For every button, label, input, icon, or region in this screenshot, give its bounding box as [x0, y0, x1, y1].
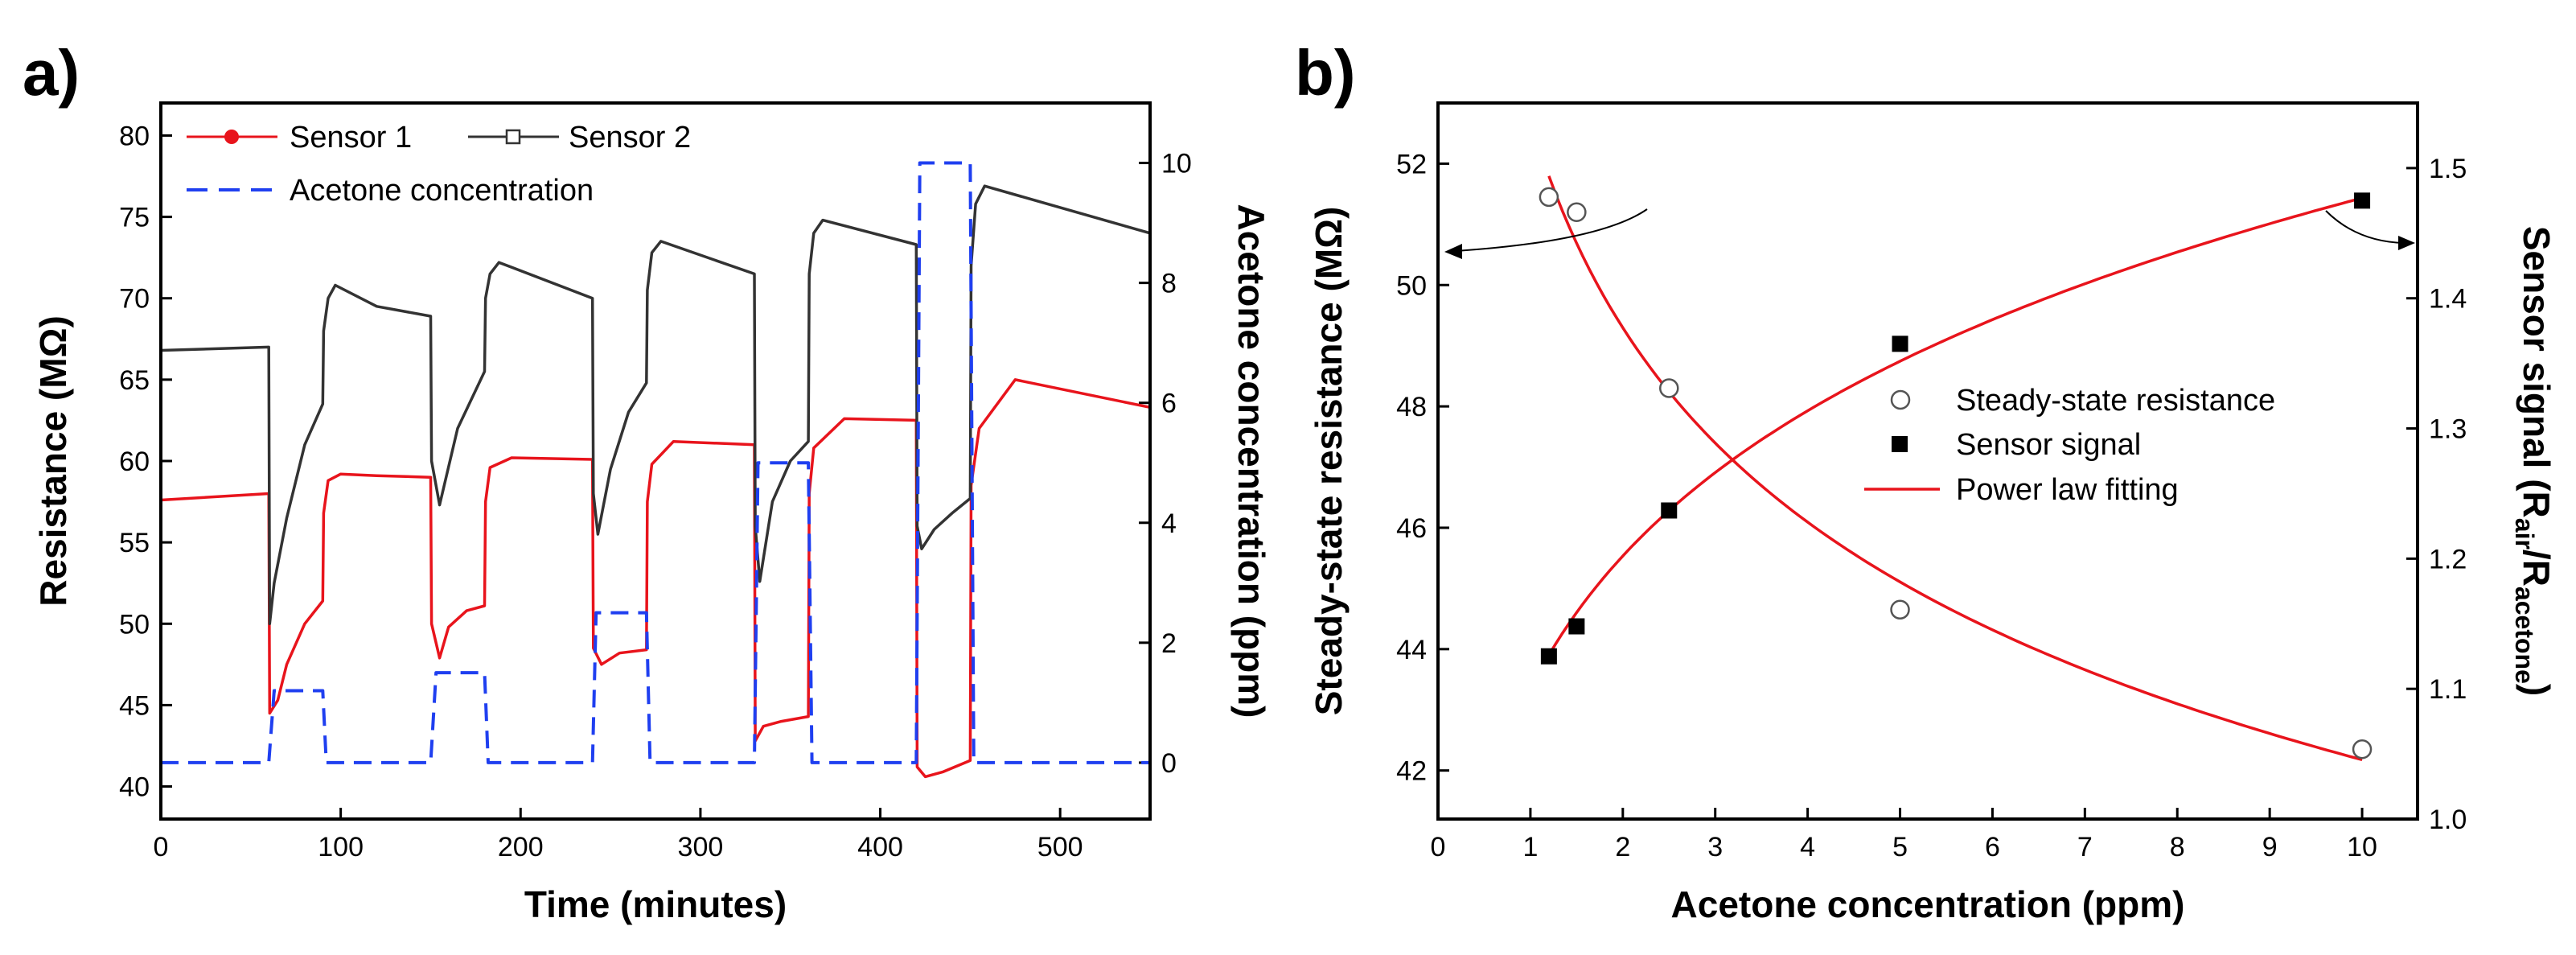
arrow-head-left — [1444, 244, 1462, 259]
b-xtick-label: 5 — [1892, 832, 1908, 862]
a-xtick-label: 0 — [154, 832, 169, 862]
legend-power-law-label: Power law fitting — [1956, 473, 2179, 507]
b-xtick-label: 0 — [1431, 832, 1446, 862]
legend-sensor1-marker — [224, 130, 239, 144]
b-ytick-label: 48 — [1396, 392, 1427, 422]
b-power-law-fit-2 — [1547, 196, 2363, 657]
annotation-arrows — [1444, 208, 2415, 259]
a-ytick-label: 65 — [119, 365, 150, 396]
panel-b-legend: Steady-state resistance Sensor signal Po… — [1864, 384, 2275, 507]
b-xtick-label: 9 — [2262, 832, 2278, 862]
b-sensor-signal-point — [1540, 648, 1557, 665]
a-xtick-label: 500 — [1037, 832, 1083, 862]
b-ytick-label: 50 — [1396, 270, 1427, 301]
b-y2tick-label: 1.4 — [2429, 284, 2467, 315]
b-steady-state-point — [2352, 739, 2373, 759]
arrow-to-right-axis — [2325, 210, 2404, 244]
panel-b-xlabel: Acetone concentration (ppm) — [1671, 883, 2185, 925]
arrow-to-left-axis — [1455, 208, 1648, 252]
b-sensor-signal-point — [1661, 502, 1678, 519]
panel-a-xlabel: Time (minutes) — [524, 883, 787, 925]
a-ytick-label: 75 — [119, 203, 150, 233]
b-xtick-label: 8 — [2170, 832, 2185, 862]
b-steady-state-point — [1659, 378, 1679, 398]
panel-a-frame — [159, 101, 1152, 821]
b-xtick-label: 3 — [1707, 832, 1723, 862]
legend-sensor-signal-marker — [1892, 436, 1908, 452]
b-xtick-label: 2 — [1615, 832, 1630, 862]
panel-b-label: b) — [1295, 37, 1356, 109]
a-y2tick-label: 2 — [1161, 628, 1177, 659]
b-y2tick-label: 1.2 — [2429, 544, 2467, 574]
panel-b-plot: 0 1 2 3 4 5 6 7 8 9 10 42 44 46 48 50 52 1.0 1.1 1.2 1.3 1.4 1… — [1396, 149, 2467, 862]
a-y2tick-label: 10 — [1161, 149, 1192, 179]
b-y2tick-label: 1.5 — [2429, 154, 2467, 184]
legend-steady-state-label: Steady-state resistance — [1956, 384, 2275, 418]
panel-a-y2label: Acetone concentration (ppm) — [1230, 204, 1272, 718]
panel-a-plot: 0 100 200 300 400 500 40 45 50 55 60 65 70 75 80 0 2 4 6 8 1… — [119, 121, 1192, 862]
arrow-head-right — [2398, 236, 2415, 250]
b-y2tick-label: 1.0 — [2429, 805, 2467, 835]
b-ytick-label: 44 — [1396, 635, 1427, 665]
panel-b-frame — [1436, 101, 2419, 821]
panel-a: a) 0 100 200 300 400 500 40 45 50 55 60 65 70 75 80 0 2 4… — [23, 37, 1272, 925]
a-xtick-label: 100 — [318, 832, 364, 862]
b-xtick-label: 7 — [2077, 832, 2093, 862]
legend-acetone-label: Acetone concentration — [290, 174, 594, 208]
panel-b: b) 0 1 2 3 4 5 6 7 8 9 10 42 44 46 48 50 52 1.0 1.1 1.2 1.3 1… — [1295, 37, 2558, 925]
b-ytick-label: 52 — [1396, 149, 1427, 179]
a-y2tick-label: 8 — [1161, 269, 1177, 299]
b-y2tick-label: 1.1 — [2429, 674, 2467, 705]
a-ytick-label: 45 — [119, 690, 150, 721]
panel-b-y2label: Sensor signal (Rair/Racetone) — [2510, 226, 2558, 696]
a-ytick-label: 80 — [119, 121, 150, 151]
a-ytick-label: 70 — [119, 284, 150, 315]
b-y2tick-label: 1.3 — [2429, 414, 2467, 445]
b-sensor-signal-point — [2354, 192, 2371, 209]
b-xtick-label: 6 — [1985, 832, 2000, 862]
b-xtick-label: 1 — [1522, 832, 1538, 862]
b-sensor-signal-point — [1892, 335, 1908, 352]
panel-a-label: a) — [23, 37, 80, 109]
a-y2tick-label: 6 — [1161, 389, 1177, 419]
a-ytick-label: 50 — [119, 609, 150, 640]
panel-a-legend: Sensor 1 Sensor 2 Acetone concentration — [187, 121, 691, 208]
a-ytick-label: 60 — [119, 447, 150, 477]
legend-sensor1-label: Sensor 1 — [290, 121, 412, 154]
b-ytick-label: 42 — [1396, 756, 1427, 787]
b-power-law-fit-1 — [1547, 175, 2363, 761]
a-ytick-label: 55 — [119, 528, 150, 558]
panel-b-ylabel: Steady-state resistance (MΩ) — [1308, 207, 1350, 716]
b-xtick-label: 10 — [2347, 832, 2377, 862]
a-series-3-line — [161, 161, 1150, 764]
b-steady-state-point — [1890, 599, 1910, 620]
legend-sensor2-marker — [505, 129, 521, 145]
a-y2tick-label: 0 — [1161, 748, 1177, 779]
a-y2tick-label: 4 — [1161, 508, 1177, 539]
a-xtick-label: 300 — [678, 832, 724, 862]
b-steady-state-point — [1567, 202, 1587, 223]
legend-sensor-signal-label: Sensor signal — [1956, 428, 2141, 462]
a-xtick-label: 400 — [857, 832, 903, 862]
a-ytick-label: 40 — [119, 772, 150, 803]
panel-a-ylabel: Resistance (MΩ) — [32, 315, 74, 607]
b-sensor-signal-point — [1568, 618, 1585, 635]
b-steady-state-point — [1539, 187, 1559, 208]
b-xtick-label: 4 — [1800, 832, 1815, 862]
legend-steady-state-marker — [1890, 389, 1911, 410]
a-xtick-label: 200 — [498, 832, 544, 862]
b-ytick-label: 46 — [1396, 513, 1427, 544]
legend-sensor2-label: Sensor 2 — [569, 121, 691, 154]
